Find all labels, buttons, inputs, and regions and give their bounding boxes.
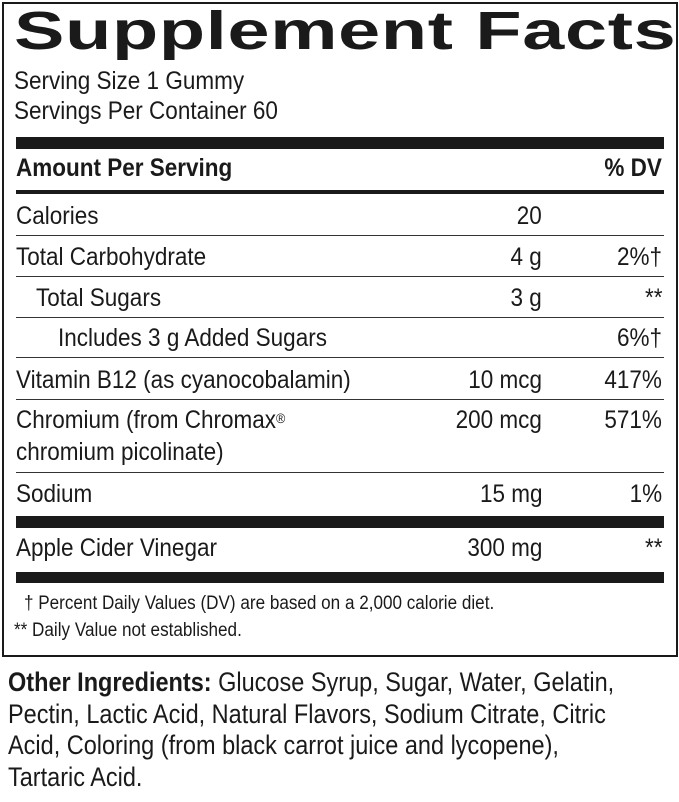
row-divider <box>16 276 664 277</box>
row-divider <box>16 235 664 236</box>
thick-divider <box>16 572 664 583</box>
row-dv: 571% <box>604 406 662 434</box>
row-divider <box>16 317 664 318</box>
thick-divider <box>16 137 664 149</box>
dv-header: % DV <box>604 154 662 182</box>
row-name: Total Sugars <box>36 284 162 312</box>
row-amount: 3 g <box>510 284 542 312</box>
row-name: Total Carbohydrate <box>16 243 207 271</box>
row-name: Sodium <box>16 480 93 508</box>
thick-divider <box>16 516 664 528</box>
row-amount: 300 mg <box>466 534 542 562</box>
footnote-dv: † Percent Daily Values (DV) are based on… <box>24 593 495 614</box>
row-dv: 1% <box>629 480 662 508</box>
row-dv: 6%† <box>616 324 662 352</box>
supplement-facts-panel <box>2 2 678 657</box>
row-amount: 20 <box>516 202 542 230</box>
panel-title: Supplement Facts <box>14 1 677 61</box>
row-dv: ** <box>644 284 662 312</box>
row-name: Includes 3 g Added Sugars <box>58 324 327 352</box>
row-name: Vitamin B12 (as cyanocobalamin) <box>16 366 351 394</box>
servings-per-container: Servings Per Container 60 <box>14 97 278 125</box>
row-name-line2: chromium picolinate) <box>16 438 224 466</box>
row-divider <box>16 357 664 358</box>
serving-size: Serving Size 1 Gummy <box>14 67 245 95</box>
row-amount: 200 mcg <box>455 406 542 434</box>
other-ingredients: Other Ingredients: Glucose Syrup, Sugar,… <box>8 667 615 792</box>
row-amount: 15 mg <box>479 480 542 508</box>
row-name: Calories <box>16 202 99 230</box>
amount-per-serving-header: Amount Per Serving <box>16 154 233 182</box>
row-amount: 10 mcg <box>468 366 542 394</box>
row-dv: 2%† <box>616 243 662 271</box>
row-divider <box>16 472 664 473</box>
row-divider <box>16 399 664 400</box>
row-name: Apple Cider Vinegar <box>16 534 217 562</box>
row-name: Chromium (from Chromax® <box>16 406 286 434</box>
medium-divider <box>16 190 664 194</box>
row-amount: 4 g <box>510 243 542 271</box>
row-dv: ** <box>644 534 662 562</box>
row-dv: 417% <box>604 366 662 394</box>
footnote-not-established: ** Daily Value not established. <box>14 620 242 641</box>
